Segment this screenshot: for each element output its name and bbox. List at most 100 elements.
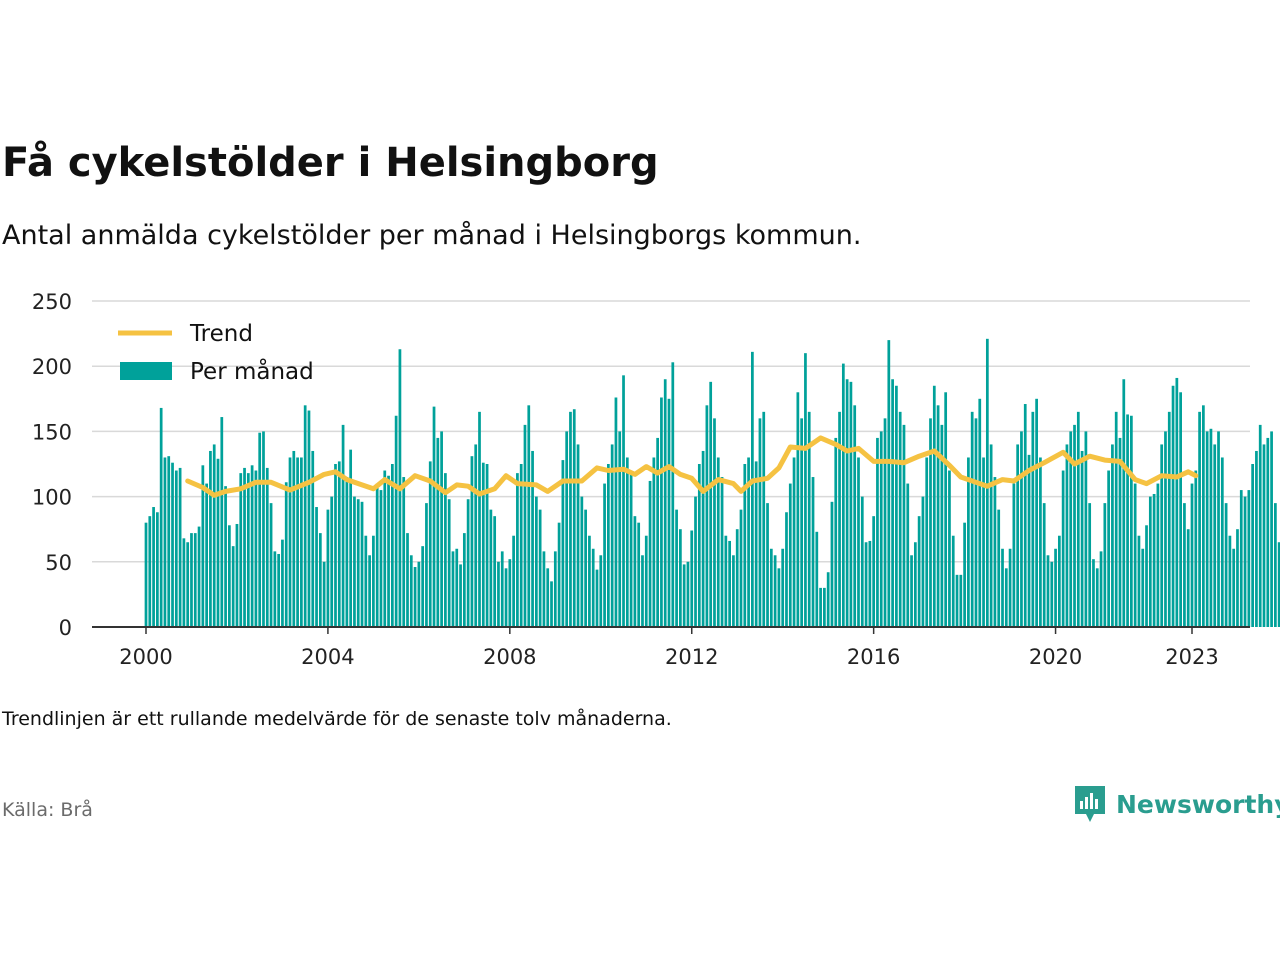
bar [250, 465, 254, 627]
bar [644, 535, 648, 627]
bar [527, 405, 531, 627]
bar [1137, 535, 1141, 627]
x-tick-label: 2020 [1029, 645, 1082, 669]
bar [599, 555, 603, 627]
bar [182, 538, 186, 627]
bar [1228, 535, 1232, 627]
bar [436, 437, 440, 627]
bar [300, 457, 303, 627]
bar [1088, 503, 1092, 627]
bar [402, 477, 406, 627]
bar [360, 501, 364, 627]
bar [394, 415, 398, 627]
bar [318, 533, 322, 627]
bar [224, 486, 227, 627]
bar [1046, 555, 1050, 627]
bar [925, 457, 929, 627]
bar [576, 444, 580, 627]
y-tick-label: 250 [32, 290, 72, 314]
monthly-bars [144, 338, 1280, 627]
bar [1084, 431, 1088, 627]
bar [773, 555, 777, 627]
bar [921, 496, 925, 627]
bar [1126, 414, 1129, 627]
bar [732, 555, 735, 627]
bar [989, 444, 993, 627]
bar [432, 406, 436, 627]
bar [478, 411, 481, 627]
bar [603, 483, 606, 627]
bar [500, 551, 504, 627]
bar [504, 568, 508, 627]
bar [1130, 415, 1133, 627]
bar [421, 546, 425, 627]
bar [788, 483, 792, 627]
bar [985, 338, 989, 627]
bar [557, 522, 561, 627]
bar [1277, 542, 1280, 627]
bar [440, 431, 443, 627]
bar [1148, 496, 1152, 627]
bar [944, 392, 948, 627]
bar [542, 551, 546, 627]
bar [375, 483, 379, 627]
bar [409, 555, 413, 627]
bar [781, 548, 785, 627]
bar [1202, 405, 1205, 627]
bar [1020, 431, 1023, 627]
bar [860, 496, 864, 627]
legend-bar-label: Per månad [190, 357, 314, 385]
bar [307, 410, 311, 627]
bar [879, 431, 883, 627]
legend-bar-swatch [120, 362, 172, 380]
bar [273, 551, 277, 627]
bar [322, 561, 326, 627]
bar [758, 418, 762, 627]
bar [607, 464, 610, 627]
bar [970, 411, 974, 627]
bar [982, 457, 985, 627]
bar [372, 535, 375, 627]
bar [246, 473, 250, 627]
bar [493, 516, 497, 627]
bar [671, 362, 675, 627]
bar [447, 499, 451, 627]
bar [967, 457, 970, 627]
bar [705, 405, 709, 627]
newsworthy-logo[interactable]: Newsworthy [1072, 784, 1280, 824]
bar [292, 450, 296, 627]
bar [834, 437, 838, 627]
bar [1274, 503, 1277, 627]
x-tick-label: 2016 [847, 645, 900, 669]
bar [660, 397, 663, 627]
bar [876, 437, 879, 627]
bar [1042, 503, 1046, 627]
bar [1057, 535, 1061, 627]
bar [898, 411, 902, 627]
bar [470, 456, 474, 627]
bar [800, 418, 804, 627]
bar [796, 392, 800, 627]
x-tick-label: 2004 [301, 645, 354, 669]
bar [720, 477, 724, 627]
bar [1224, 503, 1228, 627]
bar [534, 496, 538, 627]
bar [216, 458, 220, 627]
bar [254, 470, 258, 627]
bar [891, 379, 894, 627]
bar [353, 496, 356, 627]
bar [697, 464, 701, 627]
bar [1039, 457, 1042, 627]
bar [209, 450, 212, 627]
bar [1073, 424, 1076, 627]
bar [284, 482, 288, 627]
bar [1183, 503, 1186, 627]
bar [618, 431, 622, 627]
bar [728, 540, 731, 627]
bar [228, 525, 231, 627]
bar [531, 450, 534, 627]
bar [622, 375, 625, 627]
bar [455, 548, 459, 627]
gridlines [92, 300, 1250, 563]
bar [1004, 568, 1008, 627]
